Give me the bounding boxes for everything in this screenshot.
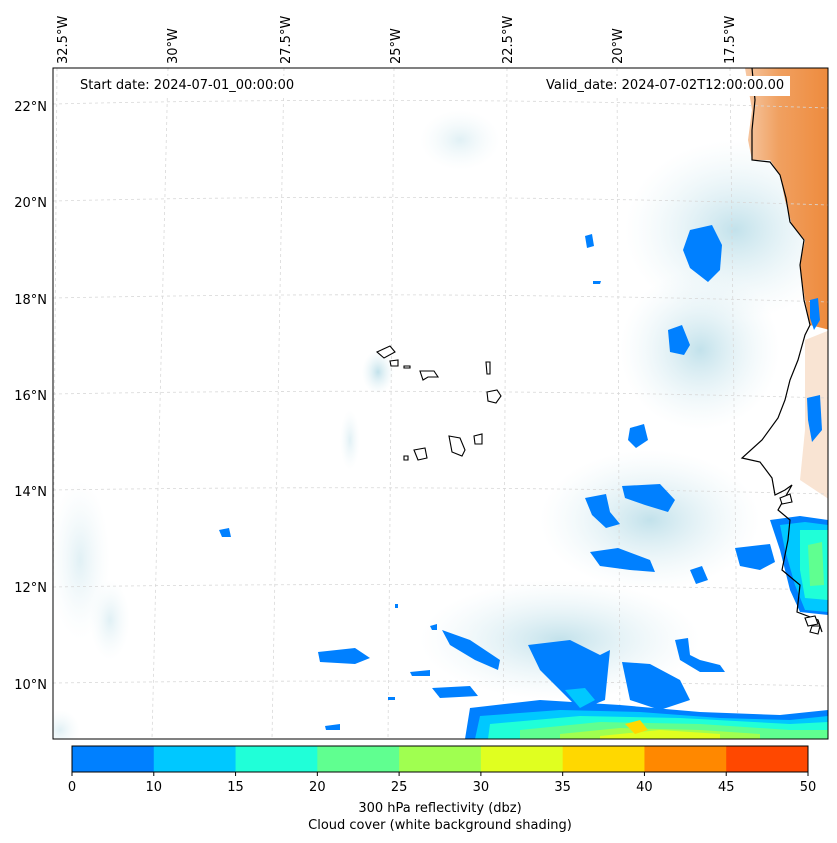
lat-label: 18°N [14, 293, 47, 308]
colorbar-tick-label: 40 [636, 780, 653, 795]
lat-label: 10°N [14, 678, 47, 693]
colorbar-title: 300 hPa reflectivity (dbz) [358, 801, 522, 816]
lat-label: 12°N [14, 581, 47, 596]
colorbar-subtitle: Cloud cover (white background shading) [308, 818, 572, 833]
colorbar-segment [317, 746, 400, 772]
colorbar-tick-label: 0 [68, 780, 76, 795]
colorbar-tick-label: 10 [146, 780, 163, 795]
lat-label: 14°N [14, 485, 47, 500]
colorbar-tick-label: 15 [227, 780, 244, 795]
valid-date-label: Valid_date: 2024-07-02T12:00:00.00 [540, 76, 791, 96]
lon-label: 25°W [389, 28, 404, 64]
islands [375, 345, 821, 635]
colorbar-segment [153, 746, 237, 772]
lat-label: 20°N [14, 196, 47, 211]
colorbar-tick-label: 45 [718, 780, 735, 795]
latitude-labels: 22°N 20°N 18°N 16°N 14°N 12°N 10°N [14, 100, 47, 693]
cloud-cover-shading [53, 110, 828, 739]
gridlines [53, 68, 828, 739]
lat-label: 22°N [14, 100, 47, 115]
lon-label: 20°W [611, 28, 626, 64]
lon-label: 32.5°W [56, 16, 71, 64]
start-date-label: Start date: 2024-07-01_00:00:00 [74, 76, 301, 96]
colorbar-tick-label: 30 [473, 780, 490, 795]
lon-label: 22.5°W [501, 16, 516, 64]
colorbar-segment [72, 746, 155, 772]
colorbar-frame [71, 745, 809, 773]
colorbar-segment [480, 746, 564, 772]
colorbar-segment [726, 746, 809, 772]
plot-frame [52, 67, 829, 740]
colorbar-segment [644, 746, 727, 772]
lon-label: 27.5°W [279, 16, 294, 64]
colorbar-segment [562, 746, 645, 772]
lat-label: 16°N [14, 389, 47, 404]
colorbar-segment [235, 746, 318, 772]
lon-label: 17.5°W [723, 16, 738, 64]
colorbar-tick-label: 25 [391, 780, 408, 795]
coastline [740, 68, 823, 633]
colorbar-tick-label: 50 [800, 780, 817, 795]
colorbar: 0 10 15 20 25 30 35 40 45 50 [68, 745, 817, 795]
colorbar-tick-label: 20 [309, 780, 326, 795]
reflectivity-contours [219, 225, 828, 739]
longitude-labels: 32.5°W 30°W 27.5°W 25°W 22.5°W 20°W 17.5… [56, 16, 738, 64]
lon-label: 30°W [166, 28, 181, 64]
colorbar-segment [399, 746, 482, 772]
colorbar-tick-label: 35 [554, 780, 571, 795]
